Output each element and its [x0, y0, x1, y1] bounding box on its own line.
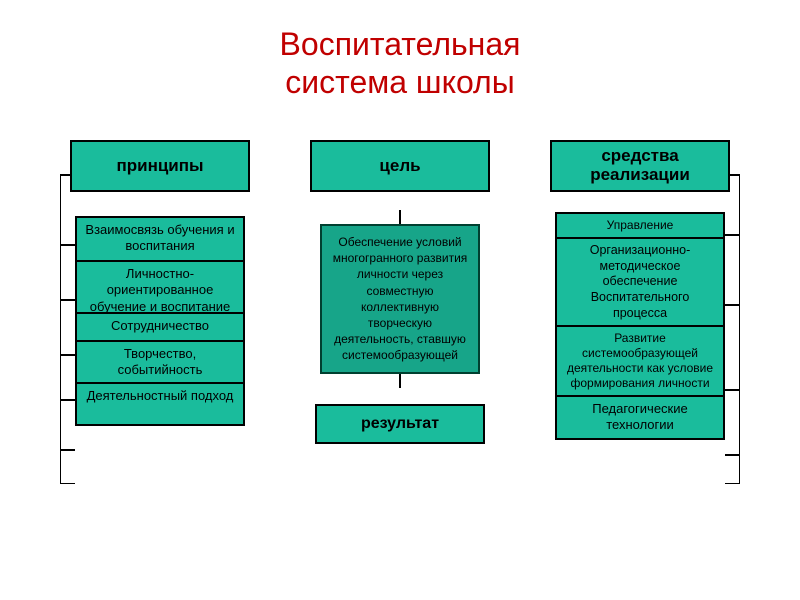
goal-header: цель [310, 140, 490, 192]
col-goal: цель Обеспечение условий многогранного р… [300, 140, 500, 444]
principles-stack: Взаимосвязь обучения и воспитания Личнос… [75, 216, 245, 448]
col-means: средства реализации Управление Организац… [540, 140, 740, 440]
diagram-columns: принципы Взаимосвязь обучения и воспитан… [0, 140, 800, 448]
title-line-2: система школы [285, 64, 514, 100]
principle-item: Деятельностный подход [75, 382, 245, 426]
means-item: Организационно-методическое обеспечение … [555, 237, 725, 327]
goal-text: Обеспечение условий многогранного развит… [320, 224, 480, 374]
principle-item: Творчество, событийность [75, 340, 245, 384]
result-box: результат [315, 404, 485, 444]
means-item: Развитие системообразующей деятельности … [555, 325, 725, 397]
means-item: Управление [555, 212, 725, 239]
principles-header: принципы [70, 140, 250, 192]
principle-item: Сотрудничество [75, 312, 245, 342]
means-stack: Управление Организационно-методическое о… [555, 212, 725, 440]
means-item: Педагогические технологии [555, 395, 725, 440]
connector-line [399, 210, 401, 224]
slide-title: Воспитательная система школы [0, 0, 800, 102]
means-header: средства реализации [550, 140, 730, 192]
title-line-1: Воспитательная [280, 26, 521, 62]
connector-line [399, 374, 401, 388]
col-principles: принципы Взаимосвязь обучения и воспитан… [60, 140, 260, 448]
